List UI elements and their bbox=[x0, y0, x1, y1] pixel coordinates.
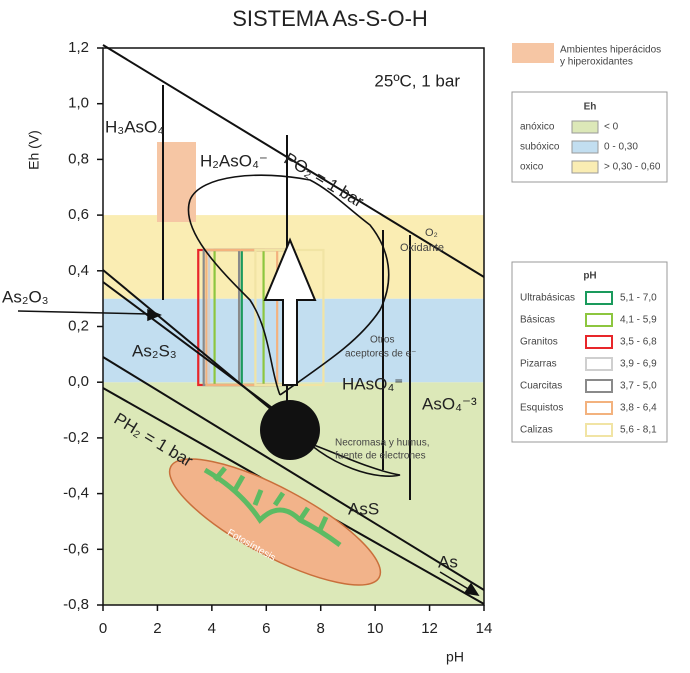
annotation: Otros bbox=[370, 335, 394, 346]
legend-swatch bbox=[572, 121, 598, 133]
y-label: Eh (V) bbox=[26, 130, 42, 170]
y-tick-label: 0,6 bbox=[68, 206, 89, 223]
y-tick-label: -0,8 bbox=[63, 596, 89, 613]
legend-range: 3,9 - 6,9 bbox=[620, 359, 657, 370]
species: As₂S₃ bbox=[132, 341, 177, 360]
annotation: Oxidante bbox=[400, 242, 444, 254]
chart-title: SISTEMA As-S-O-H bbox=[232, 6, 428, 31]
legend-label: anóxico bbox=[520, 122, 555, 133]
species: AsS bbox=[348, 499, 379, 518]
legend-label: Cuarcitas bbox=[520, 381, 562, 392]
hyper-swatch bbox=[512, 43, 554, 63]
legend-label: Esquistos bbox=[520, 403, 563, 414]
legend-label: subóxico bbox=[520, 142, 560, 153]
electron-source bbox=[260, 400, 320, 460]
legend-swatch bbox=[586, 380, 612, 392]
legend-range: 3,5 - 6,8 bbox=[620, 337, 657, 348]
x-tick-label: 0 bbox=[99, 620, 107, 637]
legend-swatch bbox=[586, 424, 612, 436]
species: As bbox=[438, 552, 458, 571]
legend-range: < 0 bbox=[604, 122, 619, 133]
legend-label: Ultrabásicas bbox=[520, 293, 575, 304]
legend-range: 3,8 - 6,4 bbox=[620, 403, 657, 414]
y-tick-label: 0,0 bbox=[68, 373, 89, 390]
x-tick-label: 14 bbox=[476, 620, 493, 637]
species: AsO₄⁻³ bbox=[422, 394, 477, 413]
x-tick-label: 10 bbox=[367, 620, 384, 637]
y-tick-label: 1,0 bbox=[68, 95, 89, 112]
x-tick-label: 4 bbox=[208, 620, 216, 637]
species: H₂AsO₄⁻ bbox=[200, 151, 268, 170]
x-label: pH bbox=[446, 649, 464, 665]
legend-swatch bbox=[586, 358, 612, 370]
legend-swatch bbox=[572, 161, 598, 173]
y-tick-label: -0,2 bbox=[63, 429, 89, 446]
annotation: O₂ bbox=[425, 227, 438, 239]
legend-swatch bbox=[586, 314, 612, 326]
species: HAsO₄⁼ bbox=[342, 374, 403, 393]
x-tick-label: 2 bbox=[153, 620, 161, 637]
legend-label: Básicas bbox=[520, 315, 555, 326]
conditions: 25ºC, 1 bar bbox=[374, 71, 460, 90]
annotation: Necromasa y humus, bbox=[335, 438, 429, 449]
legend-range: 4,1 - 5,9 bbox=[620, 315, 657, 326]
legend-range: > 0,30 - 0,60 bbox=[604, 162, 661, 173]
legend-label: Granitos bbox=[520, 337, 558, 348]
y-tick-label: 1,2 bbox=[68, 39, 89, 56]
y-tick-label: -0,6 bbox=[63, 540, 89, 557]
x-tick-label: 6 bbox=[262, 620, 270, 637]
legend-label: oxico bbox=[520, 162, 544, 173]
legend-range: 0 - 0,30 bbox=[604, 142, 638, 153]
line-label: PO₂ = 1 bar bbox=[281, 149, 368, 211]
legend-title: pH bbox=[583, 271, 596, 282]
legend-swatch bbox=[586, 292, 612, 304]
x-tick-label: 8 bbox=[317, 620, 325, 637]
x-tick-label: 12 bbox=[421, 620, 438, 637]
legend-text: Ambientes hiperácidos bbox=[560, 45, 661, 56]
legend-text: y hiperoxidantes bbox=[560, 57, 633, 68]
annotation: fuente de electrones bbox=[335, 451, 426, 462]
legend-title: Eh bbox=[584, 102, 597, 113]
species: H₃AsO₄ bbox=[105, 117, 164, 136]
legend-swatch bbox=[586, 402, 612, 414]
y-tick-label: 0,8 bbox=[68, 150, 89, 167]
legend-range: 5,1 - 7,0 bbox=[620, 293, 657, 304]
legend-swatch bbox=[572, 141, 598, 153]
species: As₂O₃ bbox=[2, 287, 49, 306]
y-tick-label: 0,2 bbox=[68, 317, 89, 334]
y-tick-label: -0,4 bbox=[63, 485, 89, 502]
legend-swatch bbox=[586, 336, 612, 348]
annotation: aceptores de e⁻ bbox=[345, 349, 416, 360]
legend-range: 5,6 - 8,1 bbox=[620, 425, 657, 436]
legend-label: Calizas bbox=[520, 425, 553, 436]
chart: 0 2 4 6 8 10 12 14 -0,8 -0,6 -0,4 -0,2 0,0 0,2 0,4 0,6 0… bbox=[0, 0, 690, 668]
legend-label: Pizarras bbox=[520, 359, 557, 370]
legend-range: 3,7 - 5,0 bbox=[620, 381, 657, 392]
y-tick-label: 0,4 bbox=[68, 262, 89, 279]
